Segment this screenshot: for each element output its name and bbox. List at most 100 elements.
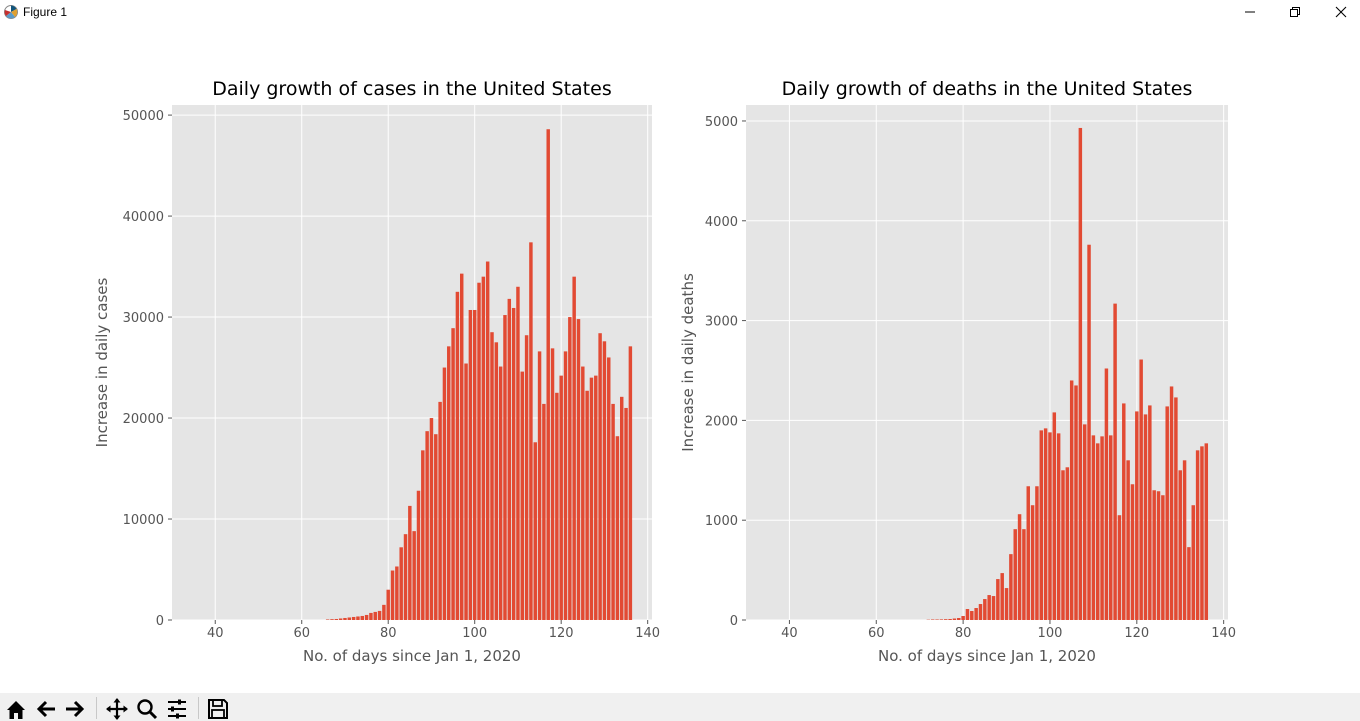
bar — [970, 611, 974, 620]
home-icon — [7, 701, 25, 719]
bar — [602, 341, 607, 620]
x-tick-label: 100 — [462, 626, 487, 641]
y-tick-label: 30000 — [123, 311, 164, 326]
bar — [1165, 406, 1169, 620]
matplotlib-app-icon — [4, 5, 18, 19]
bar — [425, 431, 429, 620]
bar — [356, 616, 360, 620]
bar — [516, 286, 520, 620]
bar — [1139, 359, 1143, 620]
bar — [563, 351, 568, 620]
x-tick-label: 140 — [1211, 626, 1236, 641]
bar — [1100, 436, 1104, 620]
bar — [494, 342, 499, 620]
x-tick-label: 40 — [781, 626, 798, 641]
bar — [468, 309, 473, 620]
x-axis-label: No. of days since Jan 1, 2020 — [878, 647, 1096, 665]
x-tick-label: 100 — [1038, 626, 1063, 641]
zoom-icon — [137, 699, 158, 720]
bar — [1169, 386, 1174, 620]
bar — [974, 608, 978, 620]
bar — [1113, 303, 1117, 620]
bar — [1130, 484, 1135, 620]
chart-title: Daily growth of deaths in the United Sta… — [782, 78, 1193, 100]
bar — [434, 434, 438, 620]
restore-button[interactable] — [1272, 0, 1318, 24]
y-tick-label: 2000 — [705, 414, 738, 429]
configure-subplots-button[interactable] — [164, 697, 190, 721]
bar — [559, 375, 563, 620]
bar — [611, 403, 615, 620]
bar — [1043, 428, 1048, 620]
bar — [1061, 470, 1065, 620]
bar — [1204, 443, 1209, 620]
bar — [1009, 554, 1013, 620]
bar — [594, 375, 598, 620]
bar — [1109, 435, 1113, 620]
y-tick-label: 0 — [730, 614, 738, 629]
bar — [961, 616, 965, 620]
bar — [957, 618, 961, 620]
bar — [447, 346, 451, 620]
bar — [351, 616, 356, 620]
bar — [490, 332, 494, 620]
bar — [416, 490, 421, 620]
bar — [965, 609, 970, 620]
navigation-toolbar — [0, 693, 1360, 721]
bar — [386, 589, 390, 620]
bar — [395, 566, 399, 620]
bar — [983, 599, 987, 620]
bar — [607, 357, 611, 620]
bar — [343, 617, 347, 620]
bar — [1069, 380, 1074, 620]
close-button[interactable] — [1318, 0, 1360, 24]
home-button[interactable] — [3, 697, 29, 721]
bar — [403, 534, 408, 620]
minimize-button[interactable] — [1227, 0, 1273, 24]
x-tick-label: 40 — [207, 626, 224, 641]
bar — [1152, 490, 1156, 620]
forward-button[interactable] — [62, 697, 88, 721]
bar — [520, 371, 524, 620]
bar — [464, 363, 468, 620]
bar — [572, 276, 576, 620]
bar — [330, 619, 334, 620]
bar — [550, 348, 555, 620]
bar — [442, 367, 447, 620]
bar — [1017, 514, 1022, 620]
bar — [978, 604, 983, 620]
bar — [455, 291, 460, 620]
bar — [529, 242, 533, 621]
bar — [1030, 505, 1035, 620]
bar — [360, 615, 364, 620]
bar — [996, 579, 1000, 620]
bar — [1082, 424, 1087, 620]
bar — [481, 276, 486, 620]
x-tick-label: 60 — [868, 626, 885, 641]
bar — [1117, 515, 1122, 620]
bar — [1148, 405, 1152, 620]
bar — [498, 366, 503, 620]
bar — [412, 531, 416, 620]
save-button[interactable] — [205, 697, 231, 721]
bar — [624, 407, 628, 620]
bar — [451, 328, 455, 620]
y-tick-label: 3000 — [705, 315, 738, 330]
figure-canvas: 40 60 80 100 120 140 0 10000 20000 30000 40000 5000… — [0, 26, 1360, 693]
bar — [576, 319, 581, 620]
bar — [555, 392, 559, 620]
back-button[interactable] — [33, 697, 59, 721]
bar — [373, 611, 377, 620]
toolbar-separator — [198, 697, 199, 719]
bar — [542, 403, 546, 620]
bar — [1174, 397, 1178, 620]
bar — [1122, 403, 1126, 620]
bar — [991, 596, 996, 620]
bar — [421, 450, 425, 620]
x-tick-label: 80 — [380, 626, 397, 641]
pan-button[interactable] — [104, 697, 130, 721]
bar — [1039, 430, 1044, 620]
zoom-button[interactable] — [134, 697, 160, 721]
bar — [334, 618, 339, 620]
bar — [377, 610, 382, 620]
